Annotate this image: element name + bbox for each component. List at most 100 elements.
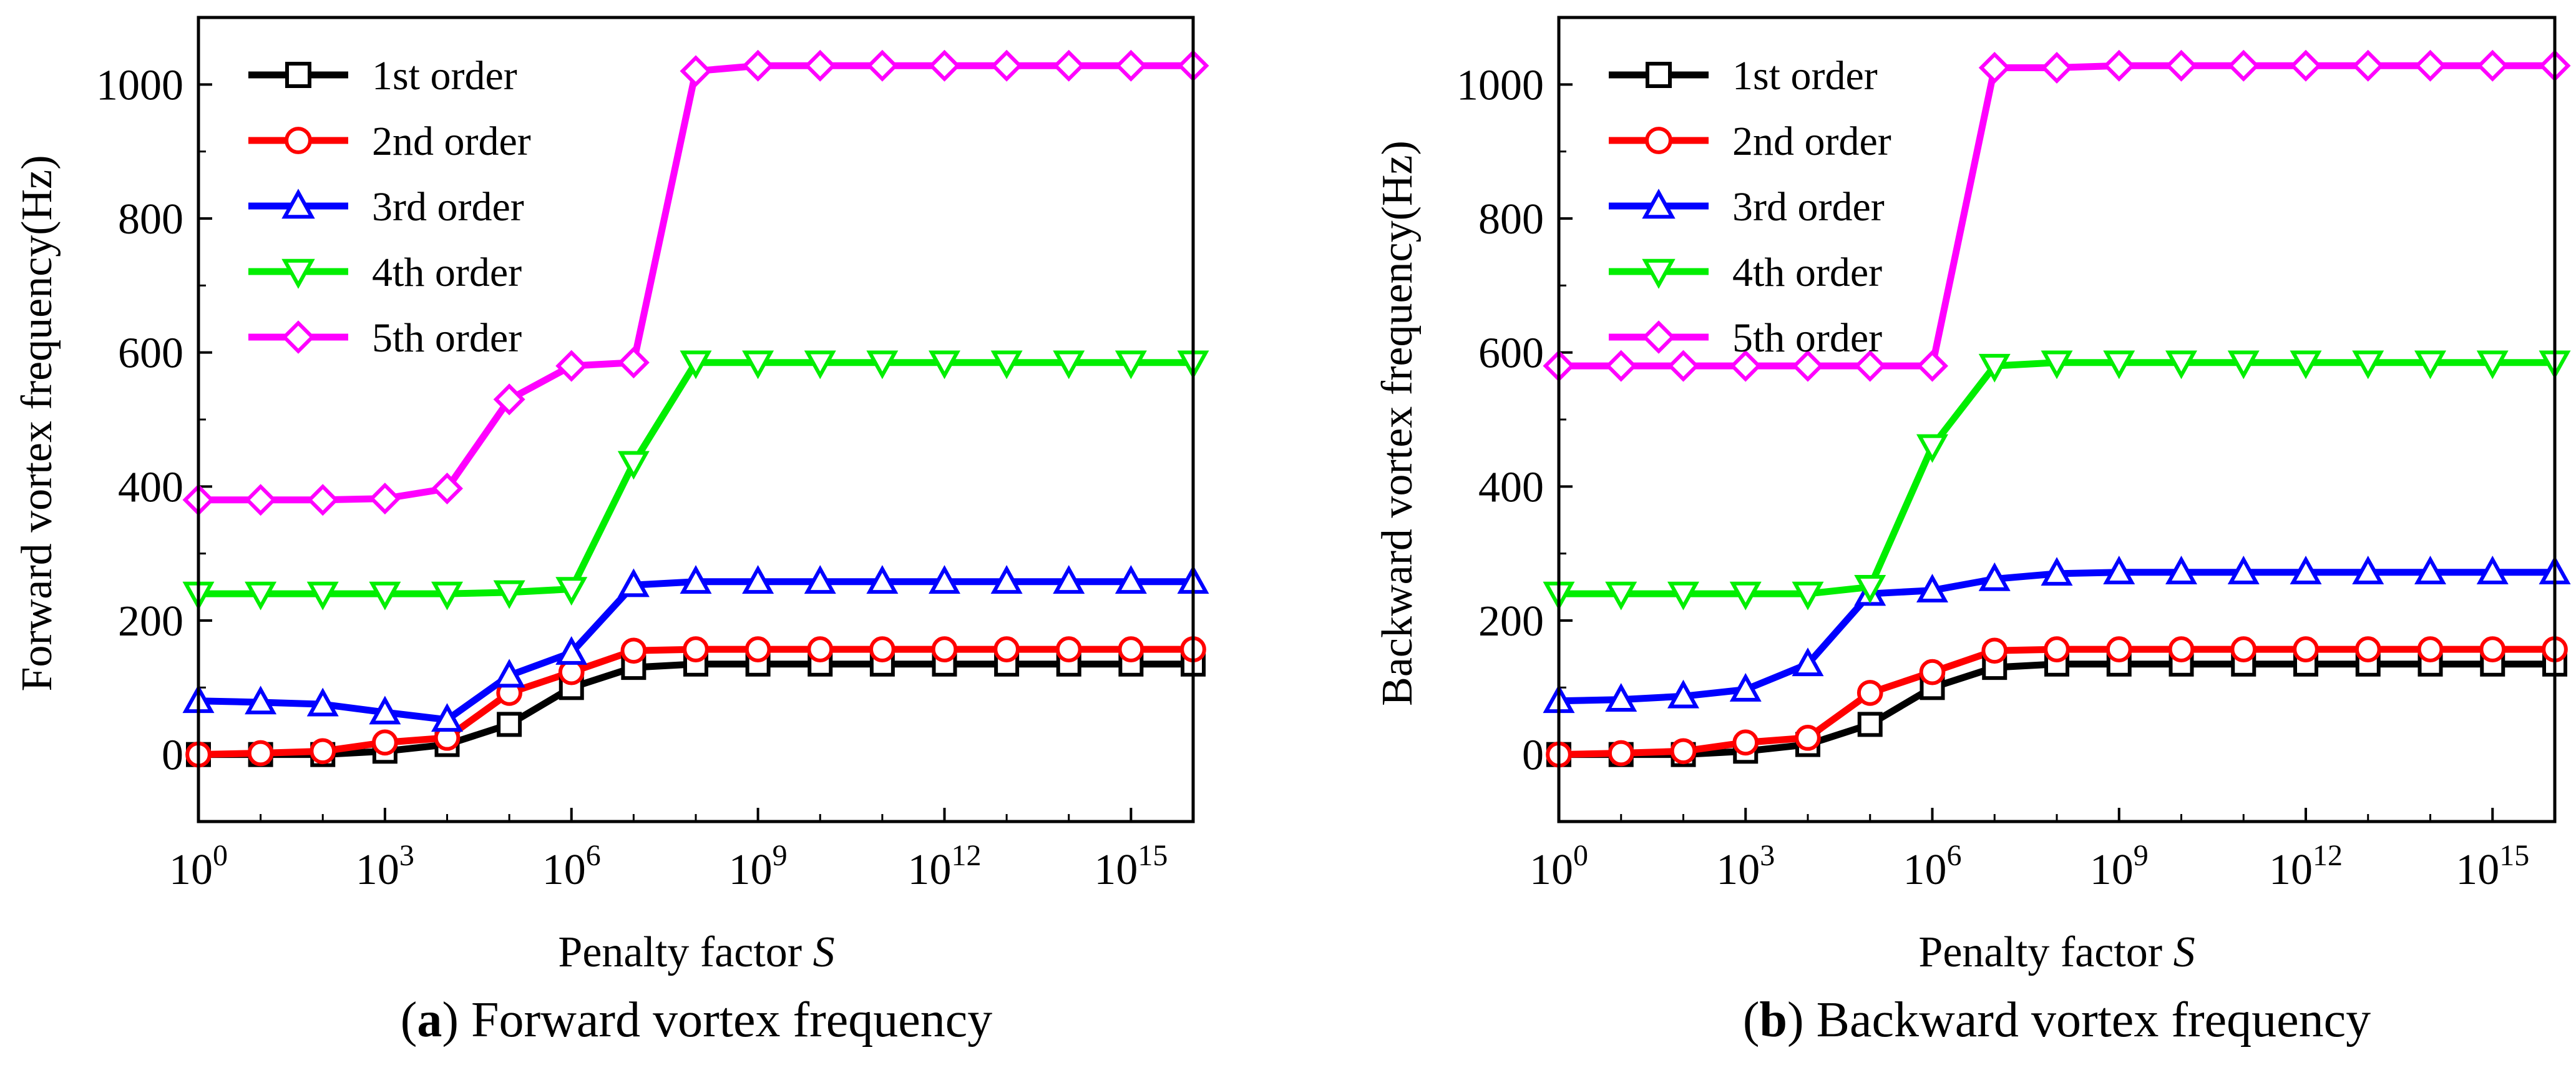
data-point-2nd-order xyxy=(247,740,274,767)
data-point-3rd-order xyxy=(245,685,277,715)
legend-marker-5th-order xyxy=(1642,320,1676,354)
data-point-2nd-order xyxy=(1670,738,1697,765)
data-point-4th-order xyxy=(742,350,774,380)
y-tick-label: 400 xyxy=(1478,463,1544,511)
y-tick-label: 0 xyxy=(1522,732,1544,780)
y-tick-label: 1000 xyxy=(1456,61,1544,109)
data-point-5th-order xyxy=(866,49,899,82)
data-point-5th-order xyxy=(1053,49,1085,82)
data-point-4th-order xyxy=(245,581,277,611)
data-point-3rd-order xyxy=(929,565,960,594)
data-point-2nd-order xyxy=(1055,636,1082,663)
data-point-2nd-order xyxy=(931,636,958,663)
data-point-4th-order xyxy=(1053,350,1085,380)
data-point-4th-order xyxy=(1792,581,1824,611)
data-point-4th-order xyxy=(1667,581,1699,611)
data-point-5th-order xyxy=(245,484,277,516)
legend-label-5th-order: 5th order xyxy=(372,315,522,361)
data-point-5th-order xyxy=(2227,49,2260,82)
data-point-4th-order xyxy=(990,350,1023,380)
data-point-4th-order xyxy=(1115,350,1147,380)
legend-label-3rd-order: 3rd order xyxy=(1732,184,1885,230)
data-point-2nd-order xyxy=(1981,637,2008,664)
data-point-5th-order xyxy=(2476,49,2509,82)
data-point-5th-order xyxy=(1792,350,1824,382)
x-tick-label: 100 xyxy=(1530,839,1588,894)
y-tick-label: 200 xyxy=(1478,597,1544,645)
data-point-4th-order xyxy=(2165,350,2197,380)
data-point-4th-order xyxy=(2041,350,2073,380)
data-point-3rd-order xyxy=(431,703,463,732)
data-point-2nd-order xyxy=(807,636,834,663)
panel-backward-vortex-frequency: 0 200 400 600 800 1000 100 103 106 109 1012 1015 1st… xyxy=(1373,16,2571,1048)
x-tick-label: 106 xyxy=(1903,839,1962,894)
data-point-2nd-order xyxy=(1732,729,1759,756)
data-point-1st-order xyxy=(1857,712,1883,737)
data-point-4th-order xyxy=(431,581,463,611)
data-point-3rd-order xyxy=(1605,683,1637,712)
legend-marker-5th-order xyxy=(281,320,315,354)
data-point-5th-order xyxy=(2041,52,2073,84)
legend-label-4th-order: 4th order xyxy=(1732,250,1882,295)
plot-frame xyxy=(1557,16,2557,823)
data-point-2nd-order xyxy=(744,636,771,663)
data-point-3rd-order xyxy=(493,659,525,688)
series-line-4th-order xyxy=(198,359,1193,597)
x-axis-ticks: 100 103 106 109 1012 1015 xyxy=(169,808,1194,894)
data-point-2nd-order xyxy=(1608,740,1634,767)
data-point-3rd-order xyxy=(555,636,588,665)
x-axis-label: Penalty factor S xyxy=(1918,928,2195,976)
y-axis-label: Forward vortex frequency(Hz) xyxy=(13,155,61,691)
data-point-5th-order xyxy=(929,49,960,82)
legend-marker-4th-order xyxy=(281,258,315,289)
data-point-4th-order xyxy=(555,577,588,606)
data-point-3rd-order xyxy=(2476,556,2509,585)
x-axis-label: Penalty factor S xyxy=(558,928,834,976)
data-point-5th-order xyxy=(2290,49,2322,82)
legend-label-4th-order: 4th order xyxy=(372,250,522,295)
x-tick-label: 103 xyxy=(356,839,414,894)
marker-group xyxy=(182,49,1209,768)
data-point-4th-order xyxy=(804,350,836,380)
x-tick-label: 103 xyxy=(1716,839,1775,894)
data-point-3rd-order xyxy=(2041,557,2073,586)
legend-marker-2nd-order xyxy=(285,127,312,154)
panel-caption: (b) Backward vortex frequency xyxy=(1743,993,2371,1048)
legend-marker-4th-order xyxy=(1642,258,1676,289)
legend-marker-1st-order xyxy=(285,62,311,88)
data-point-4th-order xyxy=(1916,434,1948,463)
data-point-2nd-order xyxy=(2479,636,2506,663)
data-point-4th-order xyxy=(680,350,712,380)
legend-label-2nd-order: 2nd order xyxy=(372,119,531,164)
data-point-5th-order xyxy=(1978,52,2011,84)
y-axis-label: Backward vortex frequency(Hz) xyxy=(1373,140,1422,706)
y-tick-label: 0 xyxy=(162,732,183,780)
legend: 1st order 2nd order 3rd order 4th order 5th … xyxy=(1609,53,1891,361)
data-point-4th-order xyxy=(2227,350,2260,380)
legend-marker-1st-order xyxy=(1646,62,1672,88)
data-point-2nd-order xyxy=(310,738,336,765)
legend-label-1st-order: 1st order xyxy=(1732,53,1878,99)
data-point-5th-order xyxy=(990,49,1023,82)
legend-label-2nd-order: 2nd order xyxy=(1732,119,1891,164)
data-point-5th-order xyxy=(369,483,401,515)
data-point-4th-order xyxy=(2414,350,2446,380)
data-point-2nd-order xyxy=(1795,724,1821,751)
data-point-5th-order xyxy=(1605,350,1637,382)
data-point-3rd-order xyxy=(1667,679,1699,709)
data-point-4th-order xyxy=(866,350,899,380)
data-point-4th-order xyxy=(929,350,960,380)
y-tick-label: 600 xyxy=(118,330,183,378)
series-line-5th-order xyxy=(198,62,1193,504)
data-point-2nd-order xyxy=(869,636,895,663)
data-point-3rd-order xyxy=(617,568,650,597)
data-point-3rd-order xyxy=(1792,647,1824,677)
data-point-4th-order xyxy=(2103,350,2135,380)
y-tick-label: 800 xyxy=(118,195,183,243)
data-point-3rd-order xyxy=(2414,556,2446,585)
data-point-5th-order xyxy=(680,55,712,87)
data-point-5th-order xyxy=(555,350,588,382)
data-point-5th-order xyxy=(306,484,339,516)
data-point-4th-order xyxy=(2476,350,2509,380)
